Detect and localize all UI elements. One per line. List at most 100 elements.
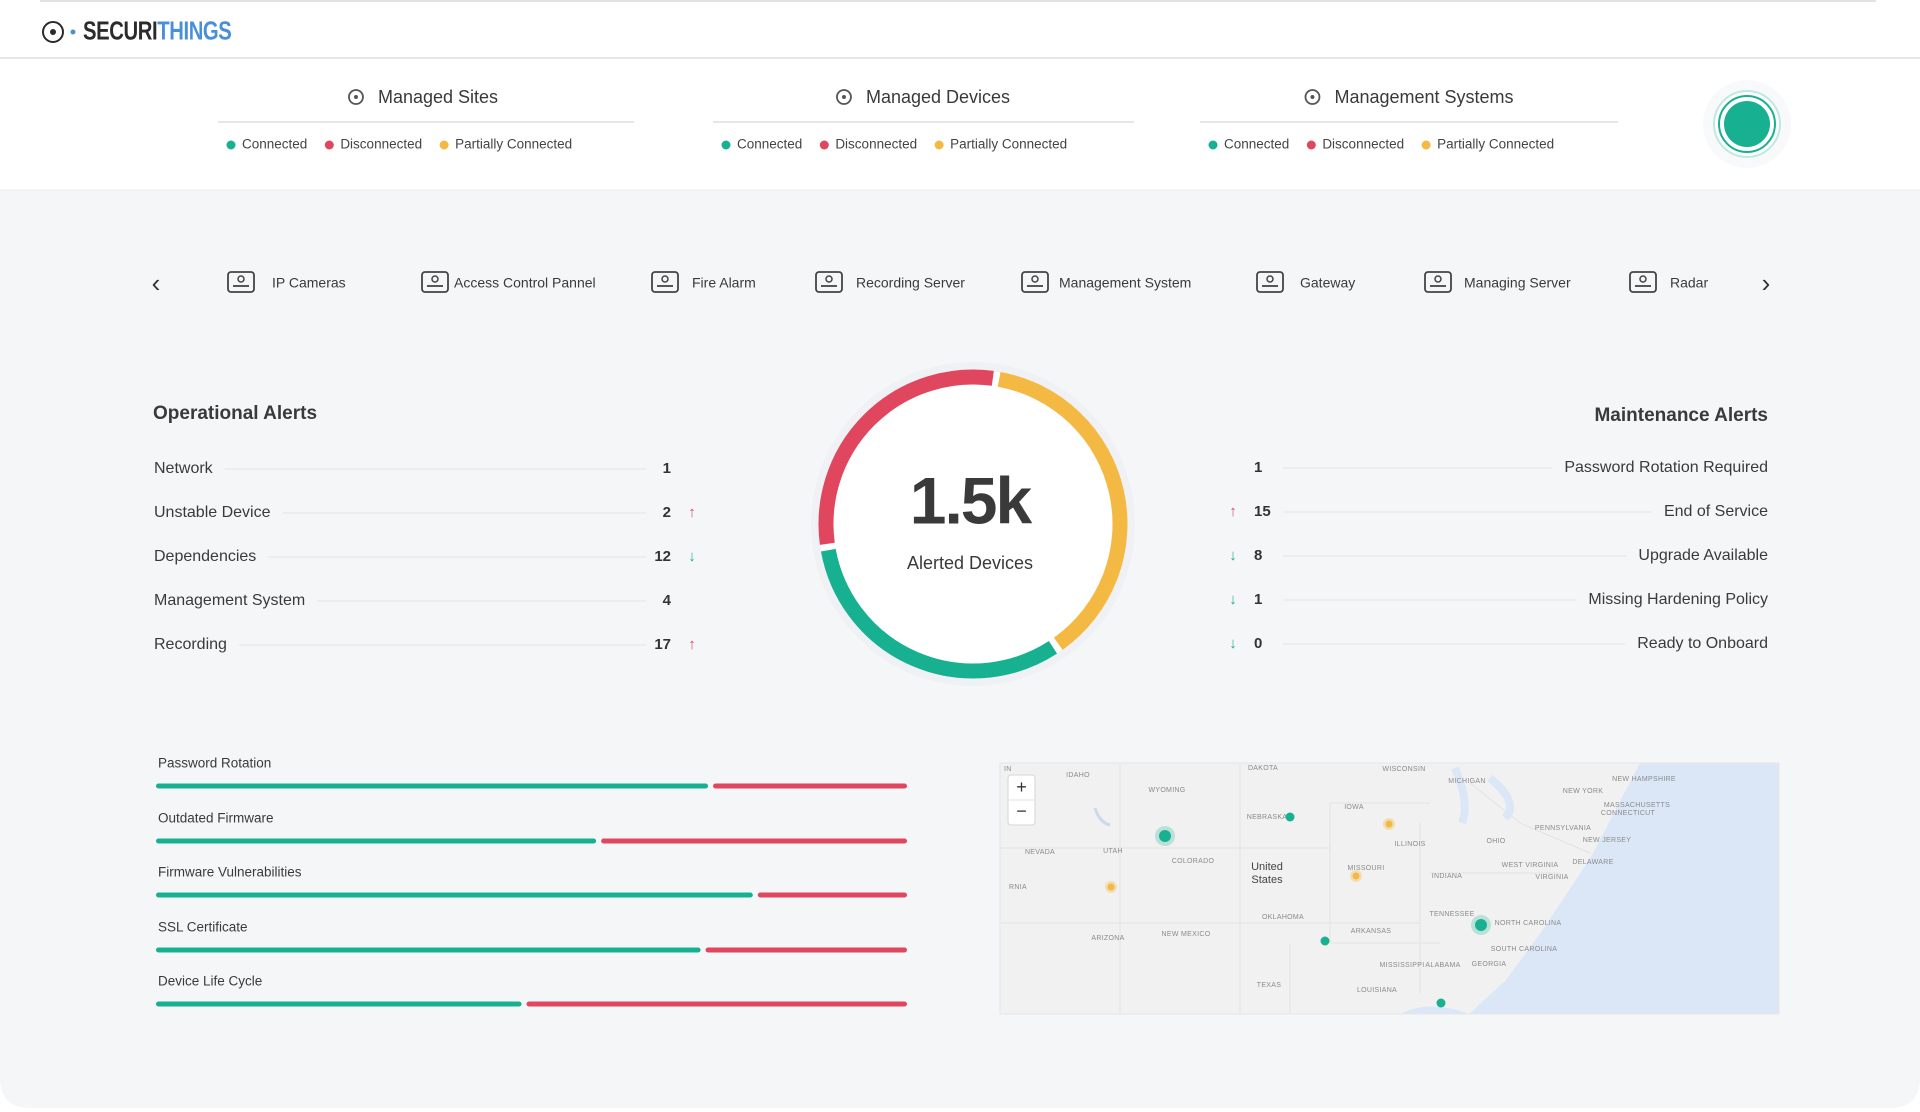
tab-next[interactable]: › [1762,268,1771,298]
tab-prev[interactable]: ‹ [152,268,161,298]
map-label: TENNESSEE [1429,911,1474,918]
map-label: LOUISIANA [1357,987,1397,994]
legend-dot [1306,140,1316,150]
bar-failing [705,947,907,953]
legend-label: Connected [1224,137,1289,152]
map-marker[interactable] [1285,812,1295,822]
map-water [1400,1006,1469,1014]
logo-ring [42,21,64,43]
donut-segment [820,548,1058,679]
donut-segment [818,369,994,545]
tab-icon [825,275,833,283]
map-frame [999,762,1780,1015]
alert-trend: ↓ [688,548,696,565]
zoom-in[interactable]: + [1016,777,1027,797]
map-label: IOWA [1344,804,1364,811]
donut-segment [997,371,1128,650]
map-marker[interactable] [1320,936,1330,946]
tab-icon [1639,275,1647,283]
map-label: PENNSYLVANIA [1535,825,1591,832]
status-icon [1310,95,1315,99]
map-label: NEW JERSEY [1583,837,1632,844]
alert-count: 17 [654,636,671,653]
map-label: MICHIGAN [1448,778,1485,785]
device-tab[interactable]: Gateway [1256,271,1355,293]
map-marker[interactable] [1436,998,1446,1008]
alert-count: 12 [654,548,671,565]
map-label: DAKOTA [1248,765,1278,772]
map-label: GEORGIA [1472,961,1507,968]
logo-part2: THINGS [157,16,231,45]
device-tab[interactable]: Fire Alarm [651,271,756,293]
device-tab[interactable]: Radar [1629,271,1708,293]
legend-dot [439,140,449,150]
map-label: VIRGINIA [1535,874,1568,881]
alert-label: Missing Hardening Policy [1588,591,1768,608]
map-label: NEW HAMPSHIRE [1612,776,1676,783]
tab-icon [237,275,245,283]
bar-ok [156,783,709,789]
map-labels: IN IDAHO WYOMING DAKOTA WISCONSIN MICHIGAN NEW… [1004,765,1676,994]
map-label: NEVADA [1025,849,1055,856]
device-tab[interactable]: Recording Server [815,271,965,293]
donut-face [819,370,1127,678]
map-lake [1093,807,1111,827]
map-label: RNIA [1009,884,1027,891]
tab-icon [1256,271,1284,293]
status-icon [353,95,358,99]
device-tab[interactable]: Access Control Pannel [421,271,596,293]
map-label: NEW YORK [1563,788,1603,795]
map-label: MISSOURI [1347,865,1384,872]
bar-label: Password Rotation [158,756,271,771]
map-label: ARIZONA [1091,935,1124,942]
donut-value: 1.5k [910,463,1033,537]
map-marker[interactable] [1385,820,1393,828]
map-label: NORTH CAROLINA [1495,920,1562,927]
zoom-control: + − [1007,774,1036,826]
legend-label: Disconnected [835,137,917,152]
map-label: INDIANA [1432,873,1463,880]
zoom-out[interactable]: − [1016,801,1027,821]
legend-label: Disconnected [340,137,422,152]
tab-label: Fire Alarm [692,275,756,291]
alert-count: 2 [663,504,671,521]
bar-ok [156,947,701,953]
tab-icon [1021,271,1049,293]
map-marker[interactable] [1352,872,1360,880]
legend-label: Disconnected [1322,137,1404,152]
tab-icon [661,275,669,283]
alert-count: 1 [663,460,671,477]
map-country-label: United [1251,861,1283,873]
logo[interactable]: SECURITHINGS [42,16,232,45]
legend-label: Connected [242,137,307,152]
map-marker[interactable] [1475,919,1487,931]
device-tab[interactable]: Management System [1021,271,1191,293]
map-lake [1451,766,1514,825]
alert-trend: ↓ [1229,547,1237,564]
status-indicator[interactable] [1703,80,1791,168]
bar-label: Outdated Firmware [158,811,274,826]
map-marker[interactable] [1159,830,1171,842]
map-label: IN [1004,766,1012,773]
map-water [1469,763,1779,1014]
alert-trend: ↓ [1229,635,1237,652]
bar-failing [713,783,907,789]
map-label: NEBRASKA [1247,814,1288,821]
alert-label: Network [154,460,214,477]
map-marker[interactable] [1107,883,1115,891]
logo-dot [70,29,76,35]
map[interactable]: IN IDAHO WYOMING DAKOTA WISCONSIN MICHIGAN NEW… [999,762,1780,1015]
device-tab[interactable]: Managing Server [1424,271,1571,293]
alert-label: Recording [154,636,227,653]
tab-label: Access Control Pannel [454,275,596,291]
legend-label: Partially Connected [455,137,572,152]
legend-dot [819,140,829,150]
legend-dot [226,140,236,150]
map-label: WISCONSIN [1382,766,1425,773]
map-label: NEW MEXICO [1162,931,1211,938]
legend-dot [324,140,334,150]
device-tab[interactable]: IP Cameras [227,271,346,293]
tab-icon [1434,275,1442,283]
